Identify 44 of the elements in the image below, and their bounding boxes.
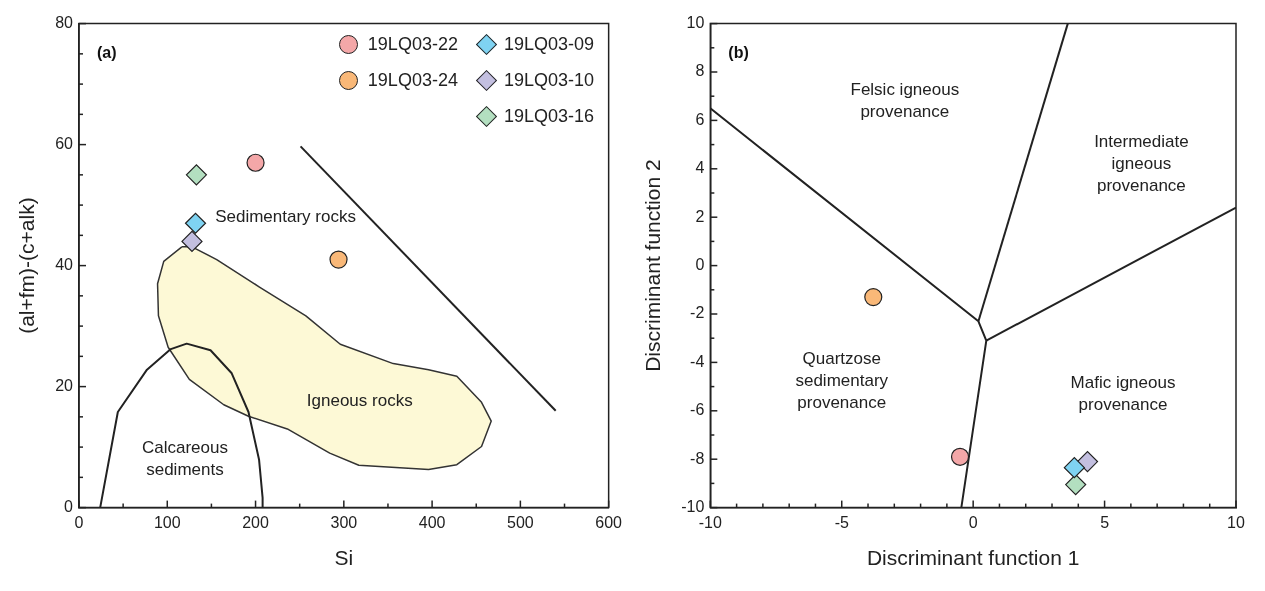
y-tick-label: 60 xyxy=(55,135,74,153)
annotation: Quartzose sedimentary provenance xyxy=(795,349,889,413)
y-tick-label: 0 xyxy=(695,256,705,274)
x-axis-title: Si xyxy=(334,546,354,570)
x-tick-label: -5 xyxy=(834,513,849,531)
y-tick-label: 80 xyxy=(55,14,74,32)
legend-label: 19LQ03-10 xyxy=(503,69,594,91)
y-tick-label: 20 xyxy=(55,377,74,395)
y-tick-label: 0 xyxy=(64,498,74,516)
y-tick-label: 2 xyxy=(695,207,705,225)
legend-label: 19LQ03-09 xyxy=(503,33,594,55)
y-tick-label: -10 xyxy=(681,498,705,516)
y-axis-title: Discriminant function 2 xyxy=(641,159,665,372)
legend-label: 19LQ03-24 xyxy=(367,69,458,91)
annotation: Sedimentary rocks xyxy=(215,206,356,226)
y-tick-label: -8 xyxy=(690,449,705,467)
y-tick-label: 6 xyxy=(695,110,705,128)
y-tick-label: 4 xyxy=(695,159,705,177)
x-tick-label: 300 xyxy=(330,513,358,531)
y-tick-label: -4 xyxy=(690,352,705,370)
annotation: Mafic igneous provenance xyxy=(1070,372,1176,414)
annotation: Intermediate igneous provenance xyxy=(1094,131,1189,195)
x-tick-label: 10 xyxy=(1227,513,1245,531)
x-tick-label: 600 xyxy=(595,513,623,531)
x-axis-title: Discriminant function 1 xyxy=(866,546,1080,570)
y-axis-title: (al+fm)-(c+alk) xyxy=(15,197,39,334)
legend-label: 19LQ03-22 xyxy=(367,33,458,55)
x-tick-label: 0 xyxy=(968,513,978,531)
legend-label: 19LQ03-16 xyxy=(503,105,594,127)
y-tick-label: -2 xyxy=(690,304,705,322)
annotation: Igneous rocks xyxy=(306,390,413,410)
annotation: Felsic igneous provenance xyxy=(850,79,960,121)
annotation: Calcareous sediments xyxy=(141,437,228,479)
x-tick-label: 5 xyxy=(1100,513,1110,531)
y-tick-label: 10 xyxy=(686,14,705,32)
y-tick-label: 8 xyxy=(695,62,705,80)
text: (a) xyxy=(97,44,117,62)
x-tick-label: 200 xyxy=(242,513,269,531)
text: (b) xyxy=(728,44,749,62)
y-tick-label: -6 xyxy=(690,401,705,419)
x-tick-label: 100 xyxy=(153,513,181,531)
x-tick-label: 400 xyxy=(418,513,446,531)
x-tick-label: 500 xyxy=(507,513,534,531)
y-tick-label: 40 xyxy=(55,256,74,274)
